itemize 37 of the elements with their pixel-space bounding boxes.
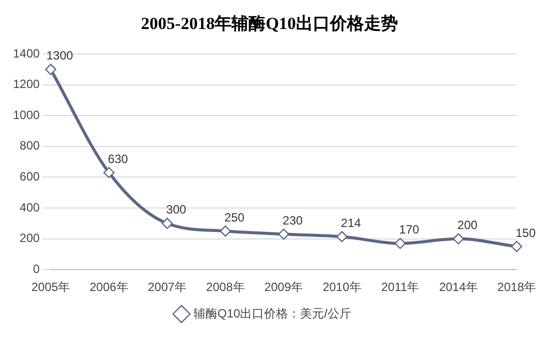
point <box>45 64 56 75</box>
point <box>162 218 173 229</box>
point <box>452 233 464 244</box>
y-tick-label: 800 <box>20 138 40 153</box>
x-tick-label: 2014年 <box>439 280 478 294</box>
data-label: 230 <box>282 213 304 228</box>
y-tick-label: 0 <box>33 262 40 276</box>
data-label: 250 <box>224 210 245 224</box>
point <box>336 231 348 242</box>
x-tick-label: 2008年 <box>206 280 245 294</box>
x-tick-label: 2018年 <box>497 280 536 294</box>
x-tick-label: 2007年 <box>148 280 187 294</box>
y-tick-label: 600 <box>20 170 40 184</box>
x-tick-label: 2006年 <box>90 280 128 294</box>
y-tick-label: 200 <box>20 231 40 246</box>
legend-label: 辅酶Q10出口价格：美元/公斤 <box>193 306 352 320</box>
point <box>394 238 406 250</box>
y-tick-label: 1200 <box>12 77 40 92</box>
data-label: 630 <box>108 152 128 166</box>
data-label: 214 <box>340 216 362 230</box>
y-tick-label: 1400 <box>12 46 40 60</box>
x-tick-label: 2011年 <box>381 280 420 294</box>
data-label: 1300 <box>46 48 74 63</box>
point <box>220 226 232 237</box>
y-tick-label: 1000 <box>12 108 40 122</box>
point <box>511 240 522 252</box>
point <box>278 228 290 240</box>
data-label: 300 <box>166 202 187 217</box>
data-label: 150 <box>516 226 536 240</box>
data-label: 200 <box>457 218 478 232</box>
x-tick-label: 2005年 <box>31 280 70 294</box>
point <box>103 166 115 178</box>
x-tick-label: 2010年 <box>322 280 362 294</box>
x-tick-label: 2009年 <box>264 280 304 294</box>
y-tick-label: 400 <box>20 200 40 214</box>
chart-title: 2005-2018年辅酶Q10出口价格走势 <box>140 13 399 34</box>
data-label: 170 <box>399 222 420 237</box>
